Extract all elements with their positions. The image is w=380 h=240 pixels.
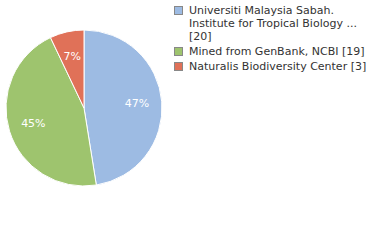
svg-text:47%: 47%: [125, 97, 149, 110]
html-text:Universiti Malaysia Sabah. Ins: Universiti Malaysia Sabah. Institute for…: [189, 4, 357, 43]
svg-text:45%: 45%: [21, 117, 45, 130]
html-text:Naturalis Biodiversity Center: Naturalis Biodiversity Center [3]: [189, 60, 367, 73]
svg-text:7%: 7%: [64, 50, 81, 63]
html-text:Mined from GenBank, NCBI [19]: Mined from GenBank, NCBI [19]: [189, 45, 365, 58]
